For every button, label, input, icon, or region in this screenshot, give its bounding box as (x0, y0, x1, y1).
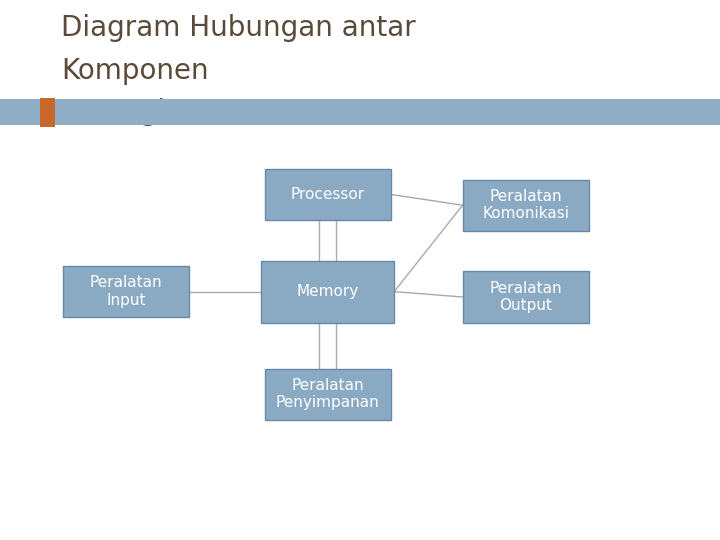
FancyBboxPatch shape (261, 260, 395, 322)
Text: Peralatan
Input: Peralatan Input (90, 275, 162, 308)
Text: Perangkat Keras: Perangkat Keras (61, 98, 287, 126)
Text: Processor: Processor (291, 187, 364, 202)
FancyBboxPatch shape (462, 271, 588, 322)
FancyBboxPatch shape (265, 168, 390, 220)
Text: Memory: Memory (297, 284, 359, 299)
FancyBboxPatch shape (63, 266, 189, 317)
FancyBboxPatch shape (265, 368, 390, 420)
Text: Diagram Hubungan antar: Diagram Hubungan antar (61, 14, 416, 42)
Text: Komponen: Komponen (61, 57, 209, 85)
Text: Peralatan
Output: Peralatan Output (490, 281, 562, 313)
FancyBboxPatch shape (462, 179, 588, 231)
Text: Peralatan
Komonikasi: Peralatan Komonikasi (482, 189, 569, 221)
Text: Peralatan
Penyimpanan: Peralatan Penyimpanan (276, 378, 379, 410)
